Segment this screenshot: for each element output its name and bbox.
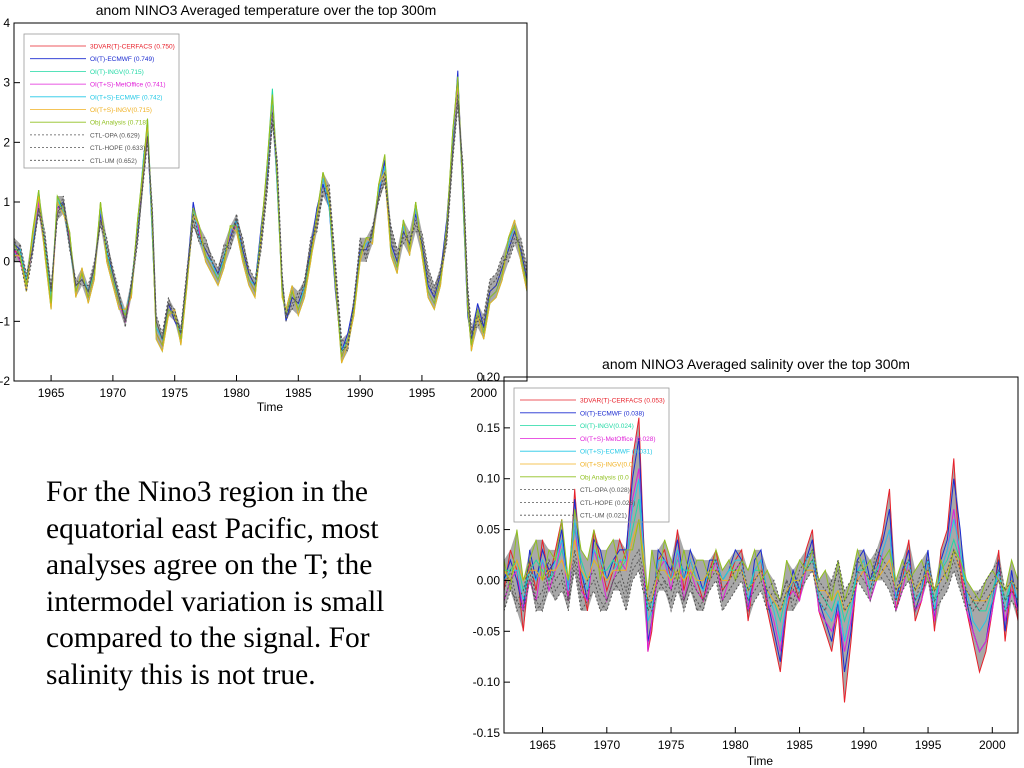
y-tick-label: 2 <box>3 135 10 149</box>
legend-label: OI(T+S)-INGV(0.0 <box>580 462 633 469</box>
x-tick-label: 1995 <box>409 386 436 400</box>
series-line <box>14 94 528 353</box>
legend-label: OI(T)-INGV(0.715) <box>90 69 144 76</box>
legend-label: 3DVAR(T)-CERFACS (0.053) <box>580 398 665 405</box>
plot-frame <box>503 376 1019 734</box>
salinity-chart: anom NINO3 Averaged salinity over the to… <box>473 356 1019 768</box>
legend-box <box>513 387 670 523</box>
y-tick-label: -1 <box>0 314 10 328</box>
series-line <box>503 548 1019 603</box>
y-tick-label: -0.05 <box>473 624 501 638</box>
legend-label: CTL-OPA (0.028) <box>580 487 630 494</box>
legend-label: CTL-HOPE (0.633) <box>90 145 145 152</box>
legend-label: OI(T+S)-MetOffice (0.741) <box>90 82 166 89</box>
y-tick-label: 0.15 <box>477 421 501 435</box>
legend-box <box>23 33 180 169</box>
x-tick-label: 1965 <box>38 386 65 400</box>
chart-title: anom NINO3 Averaged temperature over the… <box>96 2 437 18</box>
x-axis-label: Time <box>257 400 284 414</box>
legend-label: OI(T+S)-ECMWF (0.742) <box>90 94 162 101</box>
legend-label: OI(T+S)-MetOffice (0.028) <box>580 436 656 443</box>
chart-title: anom NINO3 Averaged salinity over the to… <box>602 356 910 372</box>
x-tick-label: 1965 <box>529 738 556 752</box>
y-tick-label: 0 <box>3 255 10 269</box>
x-tick-label: 1990 <box>850 738 877 752</box>
x-tick-label: 2000 <box>979 738 1006 752</box>
y-tick-label: 0.20 <box>477 370 501 384</box>
plot-frame <box>13 22 528 382</box>
temperature-chart: anom NINO3 Averaged temperature over the… <box>0 2 528 414</box>
x-tick-label: 1985 <box>786 738 813 752</box>
legend-label: OI(T+S)-INGV(0.715) <box>90 107 152 114</box>
y-tick-label: 0.05 <box>477 523 501 537</box>
legend-label: CTL-UM (0.652) <box>90 158 137 165</box>
legend-label: OI(T+S)-ECMWF (0.031) <box>580 449 652 456</box>
y-tick-label: 4 <box>3 16 10 30</box>
y-tick-label: 3 <box>3 76 10 90</box>
series-line <box>503 558 1019 613</box>
legend-label: OI(T)-ECMWF (0.749) <box>90 56 154 63</box>
x-tick-label: 1970 <box>593 738 620 752</box>
y-tick-label: -0.15 <box>473 726 501 740</box>
legend-label: OI(T)-INGV(0.024) <box>580 423 634 430</box>
legend-label: Obj Analysis (0.0 <box>580 474 629 481</box>
x-tick-label: 1995 <box>915 738 942 752</box>
y-tick-label: 0.10 <box>477 472 501 486</box>
x-tick-label: 1980 <box>722 738 749 752</box>
x-tick-label: 1975 <box>658 738 685 752</box>
y-tick-label: -0.10 <box>473 675 501 689</box>
x-tick-label: 1985 <box>285 386 312 400</box>
x-tick-label: 2000 <box>470 386 497 400</box>
y-tick-label: 1 <box>3 195 10 209</box>
series-line <box>13 106 528 347</box>
legend-label: 3DVAR(T)-CERFACS (0.750) <box>90 44 175 51</box>
x-tick-label: 1990 <box>347 386 374 400</box>
x-axis-label: Time <box>747 754 774 768</box>
x-tick-label: 1970 <box>100 386 127 400</box>
y-tick-label: 0.00 <box>477 573 501 587</box>
series-line <box>503 568 1019 613</box>
legend-label: CTL-OPA (0.629) <box>90 132 140 139</box>
legend-label: Obj Analysis (0.718) <box>90 120 148 127</box>
legend-label: CTL-UM (0.021) <box>580 513 627 520</box>
x-tick-label: 1980 <box>223 386 250 400</box>
x-tick-label: 1975 <box>161 386 188 400</box>
y-tick-label: -2 <box>0 374 10 388</box>
caption-text: For the Nino3 region in the equatorial e… <box>46 476 385 691</box>
legend-label: OI(T)-ECMWF (0.038) <box>580 410 644 417</box>
legend-label: CTL-HOPE (0.026) <box>580 500 635 507</box>
